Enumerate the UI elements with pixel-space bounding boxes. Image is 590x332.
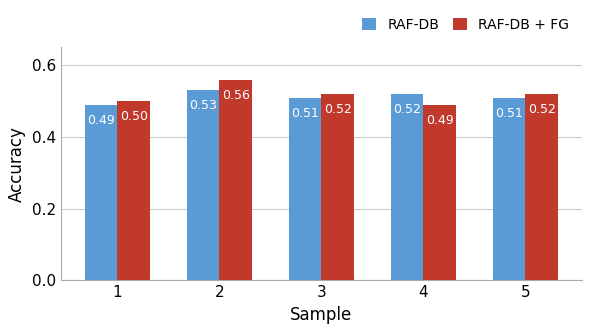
Text: 0.53: 0.53 [189,99,217,112]
Bar [219,80,252,280]
Bar [289,98,322,280]
Bar [525,94,558,280]
Text: 0.49: 0.49 [87,114,115,127]
Text: 0.51: 0.51 [291,107,319,120]
Text: 0.49: 0.49 [426,114,454,127]
Y-axis label: Accuracy: Accuracy [8,126,27,202]
Text: 0.52: 0.52 [527,103,556,116]
Bar [493,98,525,280]
Text: 0.52: 0.52 [393,103,421,116]
Bar [186,90,219,280]
X-axis label: Sample: Sample [290,306,352,324]
Text: 0.56: 0.56 [222,89,250,102]
Text: 0.50: 0.50 [120,110,148,123]
Text: 0.52: 0.52 [324,103,352,116]
Legend: RAF-DB, RAF-DB + FG: RAF-DB, RAF-DB + FG [357,12,575,38]
Bar [424,105,456,280]
Bar [85,105,117,280]
Bar [117,101,150,280]
Bar [391,94,424,280]
Text: 0.51: 0.51 [495,107,523,120]
Bar [322,94,354,280]
